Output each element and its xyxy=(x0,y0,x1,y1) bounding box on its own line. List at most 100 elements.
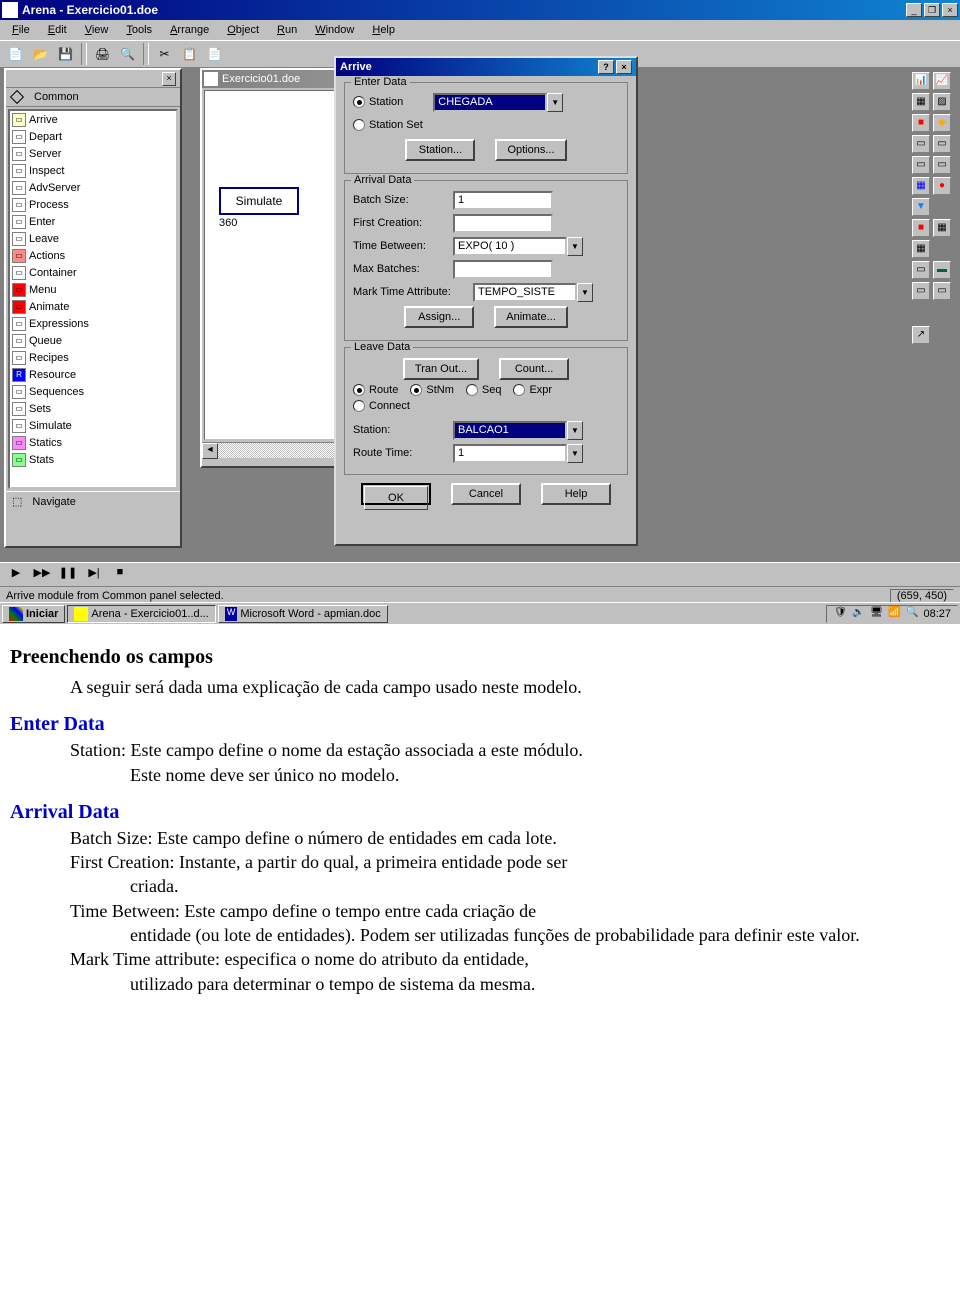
station-combo[interactable]: CHEGADA ▼ xyxy=(433,93,563,112)
restore-button[interactable]: ❐ xyxy=(924,3,940,17)
rt-btn[interactable]: ▬ xyxy=(933,261,951,279)
dropdown-icon[interactable]: ▼ xyxy=(577,283,593,302)
menu-run[interactable]: Run xyxy=(269,22,305,38)
menu-object[interactable]: Object xyxy=(219,22,267,38)
rt-btn[interactable]: 📈 xyxy=(933,72,951,90)
tray-icon[interactable]: 🖥 xyxy=(869,607,883,621)
rt-btn[interactable]: ▼ xyxy=(912,198,930,216)
menu-file[interactable]: File xyxy=(4,22,38,38)
close-button[interactable]: × xyxy=(942,3,958,17)
station-button[interactable]: Station... xyxy=(405,139,475,161)
rt-btn[interactable]: ▭ xyxy=(933,156,951,174)
first-input[interactable] xyxy=(453,214,553,233)
radio-seq[interactable]: Seq xyxy=(466,384,502,396)
rt-btn[interactable]: ▭ xyxy=(912,156,930,174)
task-arena[interactable]: Arena - Exercicio01..d... xyxy=(67,605,215,623)
rt-btn[interactable]: ▭ xyxy=(933,282,951,300)
mark-input[interactable]: TEMPO_SISTE xyxy=(473,283,577,302)
mark-combo[interactable]: TEMPO_SISTE ▼ xyxy=(473,283,593,302)
list-item: ▭Sets xyxy=(10,400,176,417)
list-item: ▭Inspect xyxy=(10,162,176,179)
tb-print[interactable]: 🖨 xyxy=(91,43,114,65)
ff-button[interactable]: ▶▶ xyxy=(32,566,52,584)
menu-tools[interactable]: Tools xyxy=(118,22,160,38)
skip-button[interactable]: ▶| xyxy=(84,566,104,584)
lstation-input[interactable]: BALCAO1 xyxy=(453,421,567,440)
options-button[interactable]: Options... xyxy=(495,139,566,161)
rt-btn[interactable]: ▭ xyxy=(912,261,930,279)
rt-btn[interactable]: 📊 xyxy=(912,72,930,90)
rt-btn[interactable]: ▭ xyxy=(933,135,951,153)
rt-btn[interactable]: ▨ xyxy=(933,93,951,111)
dialog-help-button[interactable]: ? xyxy=(598,60,614,74)
dropdown-icon[interactable]: ▼ xyxy=(547,93,563,112)
rt-btn[interactable]: ■ xyxy=(912,114,930,132)
rt-btn[interactable]: ↗ xyxy=(912,326,930,344)
menu-window[interactable]: Window xyxy=(307,22,362,38)
menu-arrange[interactable]: Arrange xyxy=(162,22,217,38)
tb-save[interactable]: 💾 xyxy=(54,43,77,65)
rt-btn[interactable]: ■ xyxy=(912,219,930,237)
rt-btn[interactable]: ▦ xyxy=(933,219,951,237)
rt-btn[interactable]: ▭ xyxy=(912,135,930,153)
rt-btn[interactable]: ▦ xyxy=(912,177,930,195)
radio-route[interactable]: Route xyxy=(353,384,398,396)
ok-button[interactable]: OK xyxy=(364,486,428,510)
count-button[interactable]: Count... xyxy=(499,358,569,380)
radio-station[interactable]: Station xyxy=(353,96,403,108)
panel-header[interactable]: Common xyxy=(6,88,180,107)
stop-button[interactable]: ■ xyxy=(110,566,130,584)
dropdown-icon[interactable]: ▼ xyxy=(567,421,583,440)
right-toolbox: 📊📈 ▦▨ ■◆ ▭▭ ▭▭ ▦● ▼ ■▦ ▦ ▭▬ ▭▭ ↗ xyxy=(912,68,956,548)
tray-icon[interactable]: 🔊 xyxy=(851,607,865,621)
radio-expr[interactable]: Expr xyxy=(513,384,552,396)
tb-cut[interactable]: ✂ xyxy=(153,43,176,65)
play-button[interactable]: ▶ xyxy=(6,566,26,584)
tb-paste[interactable]: 📄 xyxy=(203,43,226,65)
tray-icon[interactable]: 📶 xyxy=(887,607,901,621)
rtime-combo[interactable]: 1 ▼ xyxy=(453,444,583,463)
batch-input[interactable]: 1 xyxy=(453,191,553,210)
menu-view[interactable]: View xyxy=(77,22,117,38)
menu-help[interactable]: Help xyxy=(364,22,403,38)
menu-edit[interactable]: Edit xyxy=(40,22,75,38)
dropdown-icon[interactable]: ▼ xyxy=(567,444,583,463)
rt-btn[interactable]: ◆ xyxy=(933,114,951,132)
simulate-block[interactable]: Simulate xyxy=(219,187,299,215)
station-input[interactable]: CHEGADA xyxy=(433,93,547,112)
dropdown-icon[interactable]: ▼ xyxy=(567,237,583,256)
tray-icon[interactable]: 🔍 xyxy=(905,607,919,621)
radio-station-set[interactable]: Station Set xyxy=(353,119,423,131)
minimize-button[interactable]: _ xyxy=(906,3,922,17)
time-input[interactable]: EXPO( 10 ) xyxy=(453,237,567,256)
start-button[interactable]: Iniciar xyxy=(2,605,65,623)
pause-button[interactable]: ❚❚ xyxy=(58,566,78,584)
tb-preview[interactable]: 🔍 xyxy=(116,43,139,65)
animate-button[interactable]: Animate... xyxy=(494,306,568,328)
rt-btn[interactable]: ● xyxy=(933,177,951,195)
lstation-combo[interactable]: BALCAO1 ▼ xyxy=(453,421,583,440)
tranout-button[interactable]: Tran Out... xyxy=(403,358,479,380)
panel-close[interactable]: × xyxy=(162,72,176,86)
module-list[interactable]: ▭Arrive ▭Depart ▭Server ▭Inspect ▭AdvSer… xyxy=(8,109,178,489)
rt-btn[interactable]: ▦ xyxy=(912,93,930,111)
assign-button[interactable]: Assign... xyxy=(404,306,474,328)
tb-new[interactable]: 📄 xyxy=(4,43,27,65)
tb-copy[interactable]: 📋 xyxy=(178,43,201,65)
list-item: ▭Recipes xyxy=(10,349,176,366)
scroll-left[interactable]: ◄ xyxy=(202,443,218,459)
help-button[interactable]: Help xyxy=(541,483,611,505)
radio-stnm[interactable]: StNm xyxy=(410,384,454,396)
rt-btn[interactable]: ▭ xyxy=(912,282,930,300)
tray-icon[interactable]: 🛡 xyxy=(833,607,847,621)
panel-footer[interactable]: ⬚ Navigate xyxy=(6,491,180,511)
time-combo[interactable]: EXPO( 10 ) ▼ xyxy=(453,237,583,256)
cancel-button[interactable]: Cancel xyxy=(451,483,521,505)
radio-connect[interactable]: Connect xyxy=(353,400,410,412)
task-word[interactable]: W Microsoft Word - apmian.doc xyxy=(218,605,388,623)
rtime-input[interactable]: 1 xyxy=(453,444,567,463)
rt-btn[interactable]: ▦ xyxy=(912,240,930,258)
tb-open[interactable]: 📂 xyxy=(29,43,52,65)
max-input[interactable] xyxy=(453,260,553,279)
dialog-close-button[interactable]: × xyxy=(616,60,632,74)
